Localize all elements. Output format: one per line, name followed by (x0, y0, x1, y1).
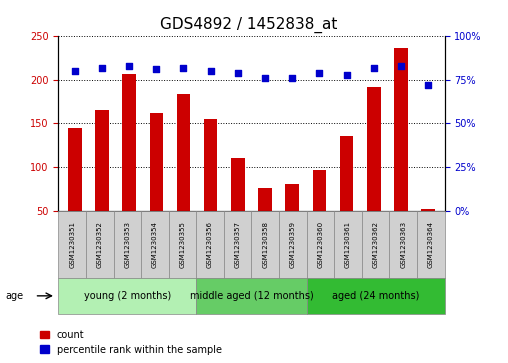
Legend: count, percentile rank within the sample: count, percentile rank within the sample (41, 330, 222, 355)
Bar (422, 209, 435, 254)
Text: young (2 months): young (2 months) (84, 291, 171, 301)
Point (207, 68, 215, 74)
Text: GSM1230358: GSM1230358 (262, 221, 268, 268)
Bar (95, 110, 109, 254)
Text: GSM1230352: GSM1230352 (97, 221, 103, 268)
Point (397, 63, 405, 69)
Text: GSM1230359: GSM1230359 (290, 221, 296, 268)
Point (71, 68, 79, 74)
Point (370, 65, 378, 70)
Text: GSM1230356: GSM1230356 (207, 221, 213, 268)
Point (288, 75, 296, 81)
Text: GSM1230361: GSM1230361 (345, 221, 351, 268)
Text: age: age (5, 291, 23, 301)
Point (125, 63, 133, 69)
Text: GSM1230363: GSM1230363 (400, 221, 406, 268)
Text: GSM1230354: GSM1230354 (152, 221, 158, 268)
Bar (177, 94, 190, 254)
Bar (149, 113, 163, 254)
Text: GSM1230357: GSM1230357 (235, 221, 241, 268)
Text: GSM1230353: GSM1230353 (124, 221, 131, 268)
Text: aged (24 months): aged (24 months) (332, 291, 419, 301)
Point (342, 72, 351, 78)
Text: GDS4892 / 1452838_at: GDS4892 / 1452838_at (160, 16, 338, 33)
Bar (204, 119, 217, 254)
Point (315, 70, 324, 76)
Point (179, 65, 187, 70)
Text: GSM1230351: GSM1230351 (69, 221, 75, 268)
Point (261, 75, 269, 81)
Point (152, 66, 161, 72)
Point (234, 70, 242, 76)
Bar (367, 87, 380, 254)
Bar (122, 74, 136, 254)
Point (424, 82, 432, 88)
Text: GSM1230364: GSM1230364 (428, 221, 434, 268)
Bar (394, 48, 408, 254)
Bar (68, 128, 81, 254)
Text: GSM1230362: GSM1230362 (372, 221, 378, 268)
Text: GSM1230360: GSM1230360 (318, 221, 324, 268)
Bar (231, 158, 245, 254)
Bar (258, 188, 272, 254)
Bar (340, 136, 354, 254)
Text: GSM1230355: GSM1230355 (179, 221, 185, 268)
Point (98, 65, 106, 70)
Bar (285, 184, 299, 254)
Bar (312, 171, 326, 254)
Text: middle aged (12 months): middle aged (12 months) (189, 291, 313, 301)
